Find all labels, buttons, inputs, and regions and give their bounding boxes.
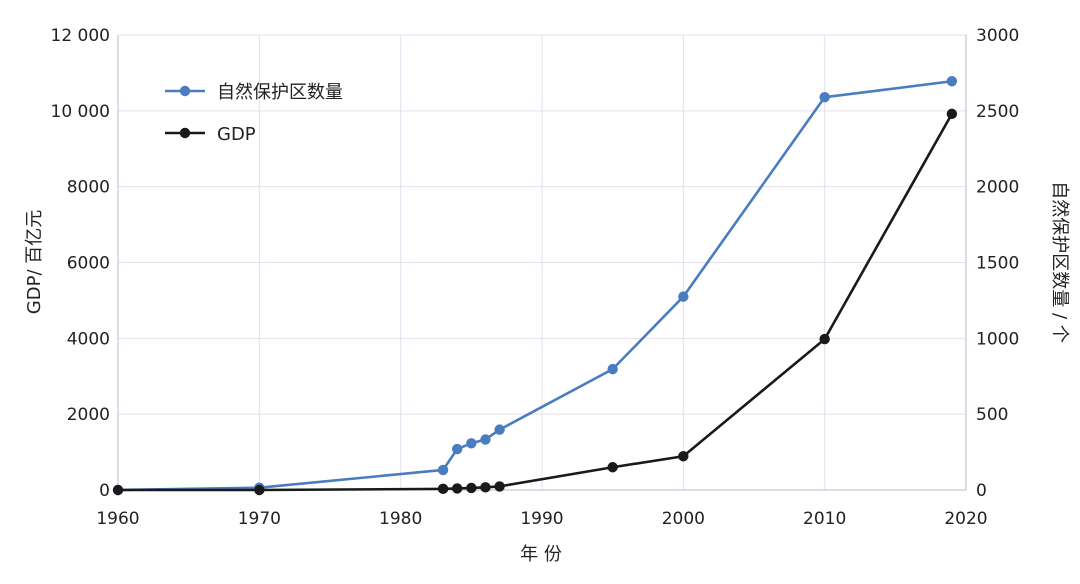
x-tick-label: 1990	[520, 509, 563, 529]
data-point-gdp	[819, 333, 830, 345]
x-tick-label: 2010	[803, 509, 846, 529]
series-line-gdp	[118, 113, 953, 492]
data-point-gdp	[678, 451, 689, 462]
x-tick-label: 2020	[944, 509, 987, 529]
data-point-gdp	[480, 482, 491, 493]
data-point-reserves	[437, 464, 449, 476]
data-point-gdp	[494, 481, 505, 492]
x-tick-label: 1970	[238, 509, 281, 529]
y-right-tick-label: 2500	[976, 102, 1019, 122]
data-point-reserves	[480, 434, 491, 445]
y-left-tick-label: 8000	[67, 178, 110, 198]
axis-titles: 年 份 GDP/ 百亿元 自然保护区数量 / 个	[24, 181, 1070, 565]
data-point-gdp	[254, 484, 265, 496]
y-left-tick-label: 4000	[67, 329, 110, 349]
y-right-tick-label: 500	[976, 405, 1008, 425]
y-axis-right-label: 自然保护区数量 / 个	[1049, 181, 1070, 343]
data-point-gdp	[946, 108, 958, 120]
y-left-tick-label: 10 000	[51, 102, 110, 122]
y-left-tick-label: 12 000	[51, 26, 110, 46]
data-point-gdp	[452, 483, 463, 494]
y-left-tick-label: 6000	[67, 254, 110, 274]
y-right-tick-label: 0	[976, 481, 987, 501]
data-point-gdp	[437, 483, 449, 495]
series-layer	[112, 76, 958, 496]
y-left-tick-label: 2000	[67, 405, 110, 425]
data-point-reserves	[494, 424, 505, 435]
data-point-reserves	[946, 76, 958, 87]
y-axis-left-label: GDP/ 百亿元	[24, 210, 45, 314]
legend-marker-reserves	[179, 85, 191, 97]
x-tick-label: 2000	[662, 509, 705, 529]
data-point-gdp	[112, 484, 124, 496]
data-point-reserves	[819, 91, 830, 103]
x-axis-label: 年 份	[520, 544, 562, 565]
data-point-reserves	[607, 363, 618, 375]
legend: 自然保护区数量 GDP	[165, 82, 343, 145]
y-right-tick-label: 3000	[976, 26, 1019, 46]
data-point-reserves	[678, 291, 689, 302]
y-right-tick-label: 2000	[976, 178, 1019, 198]
legend-marker-gdp	[179, 127, 191, 139]
x-tick-label: 1960	[96, 509, 139, 529]
y-right-tick-label: 1000	[976, 329, 1019, 349]
y-left-tick-label: 0	[99, 481, 110, 501]
data-point-gdp	[466, 482, 477, 494]
axes-layer: 1960 1970 1980 1990 2000 2010 2020 0 2000 4000 600…	[51, 26, 1020, 529]
y-right-tick-label: 1500	[976, 254, 1019, 274]
legend-label-gdp: GDP	[217, 124, 256, 145]
data-point-reserves	[452, 443, 463, 455]
legend-label-reserves: 自然保护区数量	[217, 82, 343, 103]
data-point-reserves	[466, 438, 477, 449]
grid-layer	[117, 34, 967, 491]
x-tick-label: 1980	[379, 509, 422, 529]
data-point-gdp	[607, 462, 618, 473]
